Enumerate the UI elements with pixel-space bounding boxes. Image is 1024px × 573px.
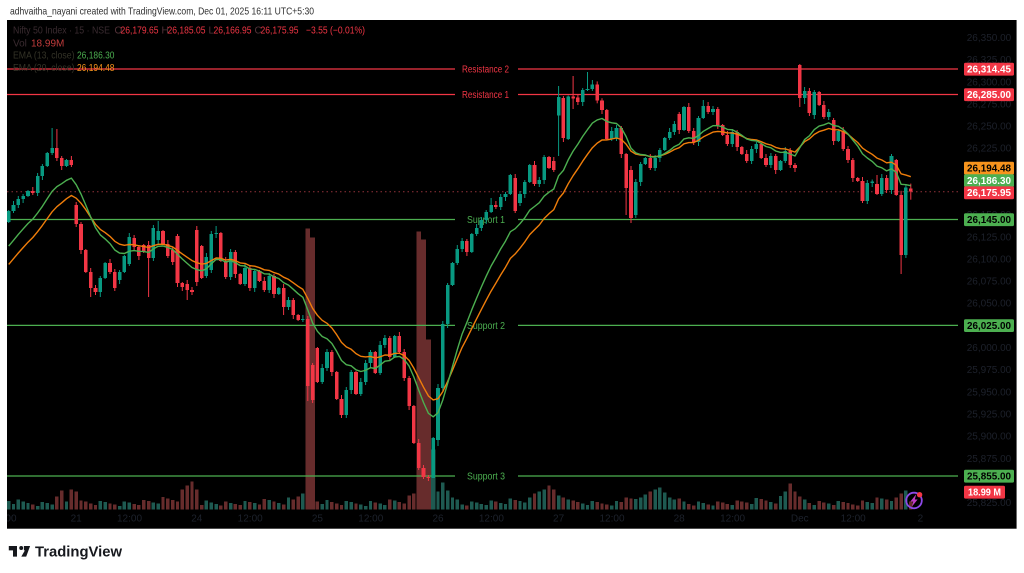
svg-text:12:00: 12:00 — [238, 514, 263, 525]
svg-text:O: O — [115, 26, 123, 37]
svg-text:EMA (20, close): EMA (20, close) — [13, 63, 75, 74]
svg-text:26,194.48: 26,194.48 — [967, 164, 1011, 175]
svg-text:C: C — [255, 26, 262, 37]
svg-text:26,300.00: 26,300.00 — [967, 77, 1012, 88]
svg-text:Vol: Vol — [13, 38, 27, 49]
svg-text:26,000.00: 26,000.00 — [967, 343, 1012, 354]
svg-text:26,179.65: 26,179.65 — [121, 26, 159, 37]
svg-text:12:00: 12:00 — [841, 514, 866, 525]
svg-text:Support 3: Support 3 — [467, 472, 505, 483]
svg-text:Dec: Dec — [791, 514, 809, 525]
svg-text:26,225.00: 26,225.00 — [967, 144, 1012, 155]
svg-text:12:00: 12:00 — [599, 514, 624, 525]
svg-text:26,125.00: 26,125.00 — [967, 232, 1012, 243]
svg-text:26,250.00: 26,250.00 — [967, 122, 1012, 133]
svg-text:12:00: 12:00 — [720, 514, 745, 525]
svg-text:27: 27 — [553, 514, 565, 525]
svg-text:26,285.00: 26,285.00 — [967, 90, 1011, 101]
svg-text:26,186.30: 26,186.30 — [967, 176, 1011, 187]
svg-text:25,855.00: 25,855.00 — [967, 472, 1011, 483]
svg-text:25: 25 — [312, 514, 324, 525]
svg-text:Nifty 50 Index · 15 · NSE: Nifty 50 Index · 15 · NSE — [13, 26, 110, 37]
svg-text:Resistance 2: Resistance 2 — [462, 65, 509, 76]
svg-text:25,825.00: 25,825.00 — [967, 498, 1012, 509]
svg-text:26,186.30: 26,186.30 — [77, 51, 115, 62]
svg-text:18.99 M: 18.99 M — [968, 488, 1001, 499]
svg-text:adhvaitha_nayani created with: adhvaitha_nayani created with TradingVie… — [10, 6, 314, 18]
svg-text:26,314.45: 26,314.45 — [967, 65, 1011, 76]
svg-text:12:00: 12:00 — [117, 514, 142, 525]
svg-text:26: 26 — [432, 514, 444, 525]
svg-text:26,175.95: 26,175.95 — [261, 26, 299, 37]
svg-text:25,950.00: 25,950.00 — [967, 387, 1012, 398]
svg-text:12:00: 12:00 — [479, 514, 504, 525]
svg-text:2: 2 — [918, 514, 924, 525]
svg-text:−3.55 (−0.01%): −3.55 (−0.01%) — [306, 26, 365, 37]
svg-text:12:00: 12:00 — [0, 514, 17, 525]
svg-text:26,050.00: 26,050.00 — [967, 299, 1012, 310]
svg-text:26,275.00: 26,275.00 — [967, 99, 1012, 110]
svg-text:M: M — [56, 38, 64, 49]
svg-text:26,325.00: 26,325.00 — [967, 55, 1012, 66]
svg-text:26,025.00: 26,025.00 — [967, 321, 1011, 332]
svg-text:26,175.95: 26,175.95 — [967, 188, 1011, 199]
svg-text:TradingView: TradingView — [35, 544, 122, 561]
svg-text:EMA (13, close): EMA (13, close) — [13, 51, 75, 62]
svg-text:28: 28 — [674, 514, 686, 525]
svg-text:25,875.00: 25,875.00 — [967, 454, 1012, 465]
svg-text:26,100.00: 26,100.00 — [967, 255, 1012, 266]
svg-text:26,350.00: 26,350.00 — [967, 33, 1012, 44]
svg-text:Support 2: Support 2 — [467, 321, 505, 332]
svg-text:12:00: 12:00 — [358, 514, 383, 525]
svg-text:25,925.00: 25,925.00 — [967, 410, 1012, 421]
svg-text:25,900.00: 25,900.00 — [967, 432, 1012, 443]
svg-text:26,194.48: 26,194.48 — [77, 63, 115, 74]
svg-text:L: L — [209, 26, 215, 37]
svg-text:18.99: 18.99 — [31, 38, 56, 49]
svg-text:H: H — [162, 26, 169, 37]
svg-text:21: 21 — [71, 514, 83, 525]
svg-text:Resistance 1: Resistance 1 — [462, 90, 509, 101]
svg-text:26,166.95: 26,166.95 — [214, 26, 252, 37]
svg-text:26,185.05: 26,185.05 — [168, 26, 206, 37]
svg-text:24: 24 — [191, 514, 203, 525]
svg-text:26,075.00: 26,075.00 — [967, 277, 1012, 288]
svg-text:26,145.00: 26,145.00 — [967, 215, 1011, 226]
svg-text:25,975.00: 25,975.00 — [967, 365, 1012, 376]
